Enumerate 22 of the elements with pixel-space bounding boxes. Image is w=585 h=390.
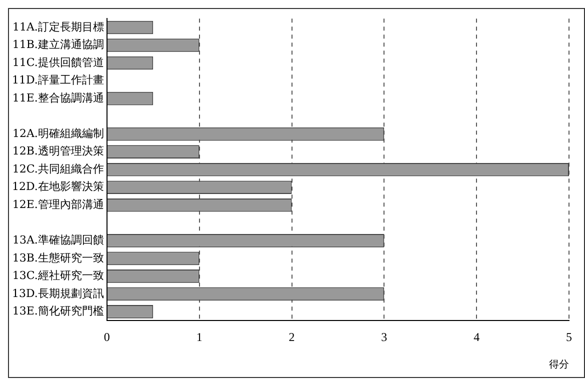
y-tick-label: 11B.建立溝通協調 bbox=[12, 38, 104, 52]
y-tick-label: 12E.管理內部溝通 bbox=[12, 198, 104, 211]
x-axis-title: 得分 bbox=[549, 358, 569, 371]
y-tick-label: 11A.訂定長期目標 bbox=[12, 20, 104, 34]
y-tick-label: 12B.透明管理決策 bbox=[12, 144, 104, 158]
y-tick-label: 12D.在地影響決策 bbox=[12, 180, 104, 194]
y-tick-label: 11C.提供回饋管道 bbox=[12, 56, 104, 69]
y-tick-label: 13B.生態研究一致 bbox=[12, 251, 104, 264]
x-tick-label: 3 bbox=[381, 330, 388, 344]
x-tick-label: 5 bbox=[566, 330, 572, 344]
x-tick-label: 1 bbox=[196, 330, 202, 344]
y-tick-label: 13C.經社研究一致 bbox=[12, 269, 104, 282]
x-tick-label: 4 bbox=[474, 330, 480, 344]
y-tick-label: 13D.長期規劃資訊 bbox=[12, 286, 104, 300]
x-tick-label: 2 bbox=[288, 330, 295, 344]
y-tick-label: 12A.明確組織編制 bbox=[12, 126, 104, 140]
y-tick-label: 12C.共同組織合作 bbox=[12, 162, 104, 176]
x-tick-label: 0 bbox=[104, 330, 110, 344]
y-tick-label: 13A.準確協調回饋 bbox=[12, 234, 104, 247]
y-tick-label: 11D.評量工作計畫 bbox=[12, 74, 104, 87]
y-tick-label: 13E.簡化研究門檻 bbox=[12, 304, 104, 318]
y-tick-label: 11E.整合協調溝通 bbox=[12, 91, 104, 104]
